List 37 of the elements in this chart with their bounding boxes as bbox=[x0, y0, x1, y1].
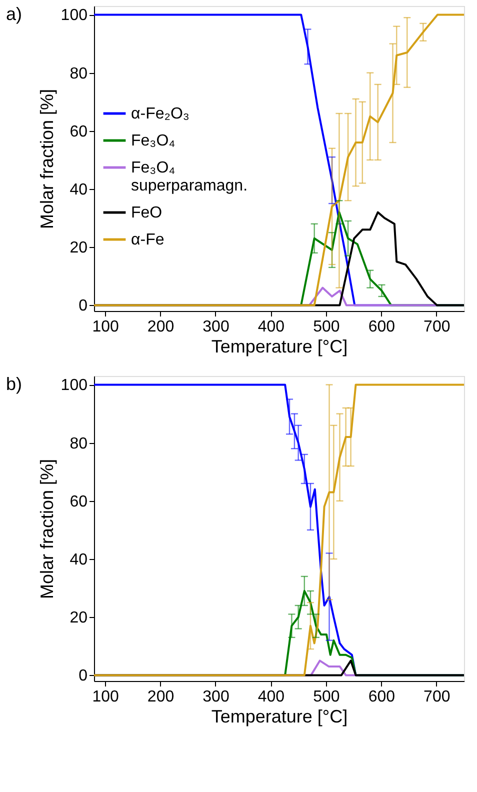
legend-label: Fe₃O₄ bbox=[131, 132, 176, 150]
y-tick-label: 0 bbox=[78, 668, 88, 685]
y-tick-label: 40 bbox=[70, 552, 88, 568]
x-tick-label: 700 bbox=[424, 688, 450, 706]
x-tick-label: 700 bbox=[424, 318, 450, 336]
x-tick-label: 400 bbox=[258, 318, 285, 336]
x-tick-label: 100 bbox=[92, 318, 119, 336]
chart-title: b) bbox=[6, 374, 22, 394]
y-axis-title: Molar fraction [%] bbox=[36, 458, 57, 600]
legend-label: FeO bbox=[131, 204, 162, 222]
x-tick-label: 600 bbox=[368, 688, 396, 706]
y-tick-label: 20 bbox=[70, 240, 88, 257]
y-tick-label: 80 bbox=[70, 65, 88, 82]
y-axis-title: Molar fraction [%] bbox=[36, 88, 57, 230]
y-tick-label: 100 bbox=[60, 7, 88, 24]
y-tick-label: 100 bbox=[60, 377, 88, 394]
y-tick-label: 0 bbox=[78, 298, 88, 315]
y-tick-label: 40 bbox=[70, 182, 88, 198]
legend-label: Fe₃O₄ superparamagn. bbox=[131, 160, 248, 194]
x-tick-label: 200 bbox=[147, 688, 174, 706]
y-tick-label: 60 bbox=[70, 123, 88, 140]
x-axis-title: Temperature [°C] bbox=[211, 336, 348, 356]
legend-label: α-Fe₂O₃ bbox=[131, 106, 190, 122]
x-tick-label: 200 bbox=[147, 318, 174, 336]
x-tick-label: 400 bbox=[258, 688, 285, 706]
x-tick-label: 500 bbox=[313, 688, 340, 706]
x-axis-title: Temperature [°C] bbox=[211, 706, 348, 726]
chart-title: a) bbox=[6, 4, 22, 24]
x-tick-label: 100 bbox=[92, 688, 119, 706]
x-tick-label: 600 bbox=[368, 318, 396, 336]
x-tick-label: 300 bbox=[202, 318, 230, 336]
y-tick-label: 60 bbox=[70, 493, 88, 510]
x-tick-label: 500 bbox=[313, 318, 340, 336]
y-tick-label: 80 bbox=[70, 435, 88, 452]
legend-label: α-Fe bbox=[131, 232, 164, 248]
x-tick-label: 300 bbox=[202, 688, 230, 706]
y-tick-label: 20 bbox=[70, 610, 88, 627]
